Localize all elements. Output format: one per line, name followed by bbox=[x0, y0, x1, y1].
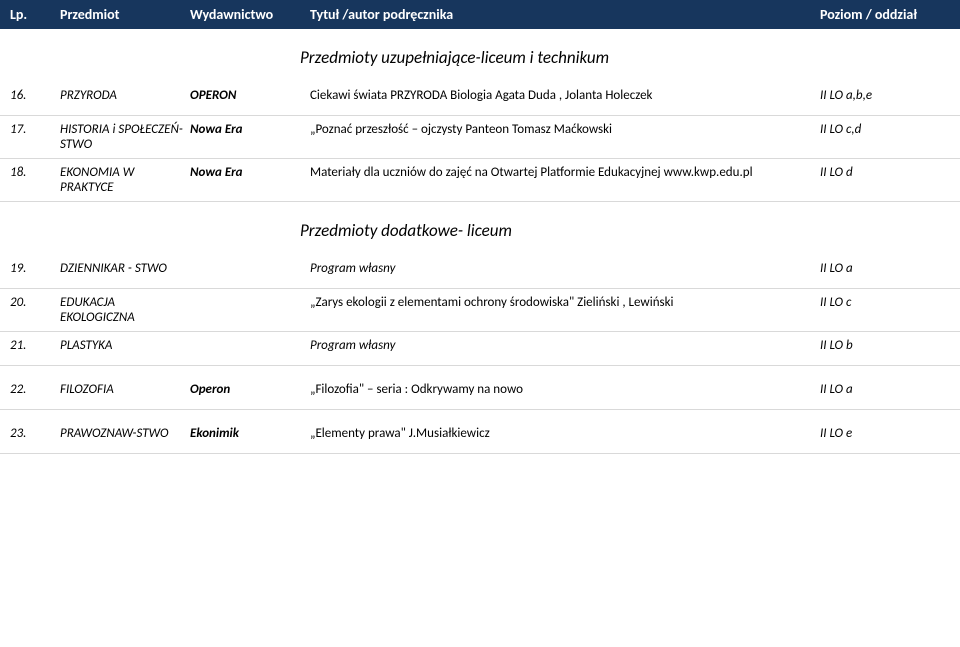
header-wydawnictwo: Wydawnictwo bbox=[190, 6, 310, 23]
header-przedmiot: Przedmiot bbox=[60, 6, 190, 23]
cell-poziom: II LO c bbox=[820, 295, 950, 310]
rows-group-4: 23.PRAWOZNAW-STWOEkonimik„Elementy prawa… bbox=[0, 420, 960, 454]
cell-tytul: Program własny bbox=[310, 338, 820, 353]
spacer bbox=[0, 410, 960, 420]
cell-przedmiot: PLASTYKA bbox=[60, 338, 190, 353]
cell-poziom: II LO b bbox=[820, 338, 950, 353]
cell-poziom: II LO a bbox=[820, 261, 950, 276]
table-row: 20.EDUKACJA EKOLOGICZNA „Zarys ekologii z… bbox=[0, 289, 960, 332]
cell-przedmiot: EDUKACJA EKOLOGICZNA bbox=[60, 295, 190, 325]
spacer bbox=[0, 366, 960, 376]
cell-tytul: Materiały dla uczniów do zajęć na Otwart… bbox=[310, 165, 820, 180]
table-header: Lp. Przedmiot Wydawnictwo Tytuł /autor p… bbox=[0, 0, 960, 29]
cell-poziom: II LO e bbox=[820, 426, 950, 441]
header-lp: Lp. bbox=[10, 6, 60, 23]
cell-przedmiot: PRAWOZNAW-STWO bbox=[60, 426, 190, 441]
table-row: 23.PRAWOZNAW-STWOEkonimik„Elementy prawa… bbox=[0, 420, 960, 454]
cell-lp: 19. bbox=[10, 261, 60, 276]
cell-przedmiot: HISTORIA i SPOŁECZEŃ-STWO bbox=[60, 122, 190, 152]
header-poziom: Poziom / oddział bbox=[820, 6, 950, 23]
cell-przedmiot: DZIENNIKAR - STWO bbox=[60, 261, 190, 276]
cell-przedmiot: FILOZOFIA bbox=[60, 382, 190, 397]
cell-lp: 16. bbox=[10, 88, 60, 103]
table-row: 18.EKONOMIA W PRAKTYCENowa EraMateriały … bbox=[0, 159, 960, 202]
cell-przedmiot: EKONOMIA W PRAKTYCE bbox=[60, 165, 190, 195]
cell-poziom: II LO d bbox=[820, 165, 950, 180]
header-tytul: Tytuł /autor podręcznika bbox=[310, 6, 820, 23]
table-row: 17.HISTORIA i SPOŁECZEŃ-STWONowa Era„Poz… bbox=[0, 116, 960, 159]
cell-tytul: Program własny bbox=[310, 261, 820, 276]
rows-group-1: 16.PRZYRODAOPERONCiekawi świata PRZYRODA… bbox=[0, 82, 960, 202]
cell-lp: 17. bbox=[10, 122, 60, 137]
cell-wydawnictwo: Nowa Era bbox=[190, 165, 310, 180]
cell-poziom: II LO a,b,e bbox=[820, 88, 950, 103]
cell-tytul: „Poznać przeszłość – ojczysty Panteon To… bbox=[310, 122, 820, 137]
section-title-2: Przedmioty dodatkowe- liceum bbox=[0, 202, 960, 255]
section-title-1: Przedmioty uzupełniające-liceum i techni… bbox=[0, 29, 960, 82]
cell-wydawnictwo: Ekonimik bbox=[190, 426, 310, 441]
table-row: 19.DZIENNIKAR - STWO Program własnyII LO … bbox=[0, 255, 960, 289]
cell-wydawnictwo: Nowa Era bbox=[190, 122, 310, 137]
cell-tytul: „Filozofia" – seria : Odkrywamy na nowo bbox=[310, 382, 820, 397]
cell-wydawnictwo: OPERON bbox=[190, 88, 310, 103]
table-row: 22.FILOZOFIAOperon„Filozofia" – seria : … bbox=[0, 376, 960, 410]
cell-lp: 18. bbox=[10, 165, 60, 180]
rows-group-3: 22.FILOZOFIAOperon„Filozofia" – seria : … bbox=[0, 376, 960, 410]
cell-wydawnictwo: Operon bbox=[190, 382, 310, 397]
cell-poziom: II LO c,d bbox=[820, 122, 950, 137]
table-row: 16.PRZYRODAOPERONCiekawi świata PRZYRODA… bbox=[0, 82, 960, 116]
cell-poziom: II LO a bbox=[820, 382, 950, 397]
cell-przedmiot: PRZYRODA bbox=[60, 88, 190, 103]
cell-lp: 22. bbox=[10, 382, 60, 397]
cell-lp: 21. bbox=[10, 338, 60, 353]
cell-lp: 23. bbox=[10, 426, 60, 441]
table-row: 21.PLASTYKA Program własnyII LO b bbox=[0, 332, 960, 366]
rows-group-2: 19.DZIENNIKAR - STWOProgram własnyII LO … bbox=[0, 255, 960, 366]
cell-lp: 20. bbox=[10, 295, 60, 310]
cell-tytul: Ciekawi świata PRZYRODA Biologia Agata D… bbox=[310, 88, 820, 103]
cell-tytul: „Elementy prawa" J.Musiałkiewicz bbox=[310, 426, 820, 441]
cell-tytul: „Zarys ekologii z elementami ochrony śro… bbox=[310, 295, 820, 310]
